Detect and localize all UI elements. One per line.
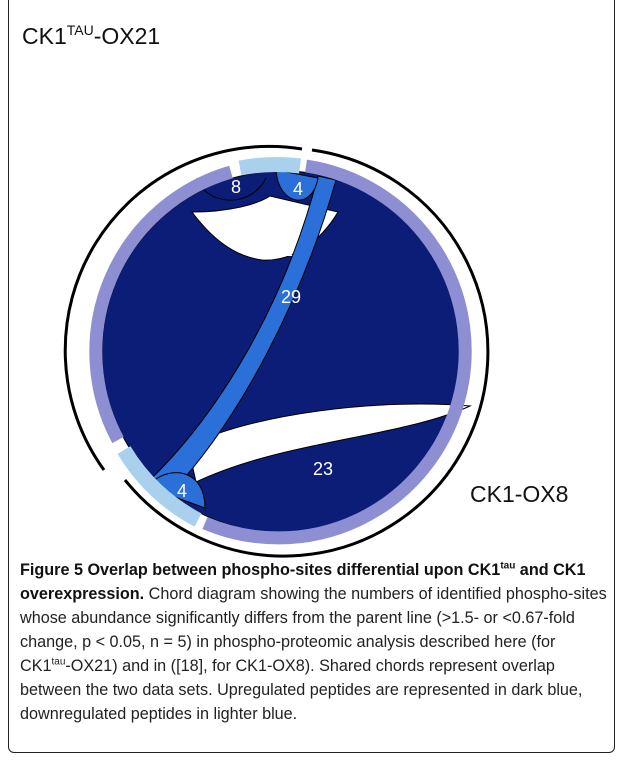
label-part: CK1: [22, 23, 67, 49]
caption-title: Figure 5 Overlap between phospho-sites d…: [20, 561, 585, 603]
chord: [151, 472, 206, 509]
ring-segment: [202, 159, 472, 545]
chord-label: 23: [313, 459, 333, 479]
group-label: CK1-OX8: [470, 481, 568, 507]
caption-superscript: tau: [500, 560, 516, 572]
gap: [187, 403, 472, 483]
chord: [275, 169, 319, 201]
figure-frame: [8, 0, 615, 753]
ring-segment: [238, 157, 301, 176]
chord-label: 8: [231, 177, 241, 197]
caption-text: Figure 5 Overlap between phospho-sites d…: [20, 561, 501, 579]
caption-text: Chord diagram showing the numbers of ide…: [20, 585, 607, 675]
caption-text: and CK1 overexpression.: [20, 561, 586, 603]
label-superscript: TAU: [67, 22, 94, 38]
caption-superscript: tau: [51, 656, 66, 668]
group-arc: [63, 144, 303, 471]
label-part: -OX21: [94, 23, 160, 49]
chord-diagram: 8 4 2 29 4 23 CK1TAU-OX21 CK1-OX8: [22, 22, 568, 558]
ring-segment: [117, 446, 202, 527]
chord-label: 2: [283, 240, 293, 260]
group-label: CK1TAU-OX21: [22, 22, 160, 49]
ring-segment: [89, 165, 233, 444]
chord-label: 4: [177, 481, 187, 501]
caption-text: -OX21) and in ([18], for CK1-OX8). Share…: [20, 657, 583, 723]
chord-label: 29: [281, 287, 301, 307]
group-arc: [123, 148, 490, 558]
chord-label: 4: [293, 179, 303, 199]
caption: Figure 5 Overlap between phospho-sites d…: [20, 558, 610, 726]
